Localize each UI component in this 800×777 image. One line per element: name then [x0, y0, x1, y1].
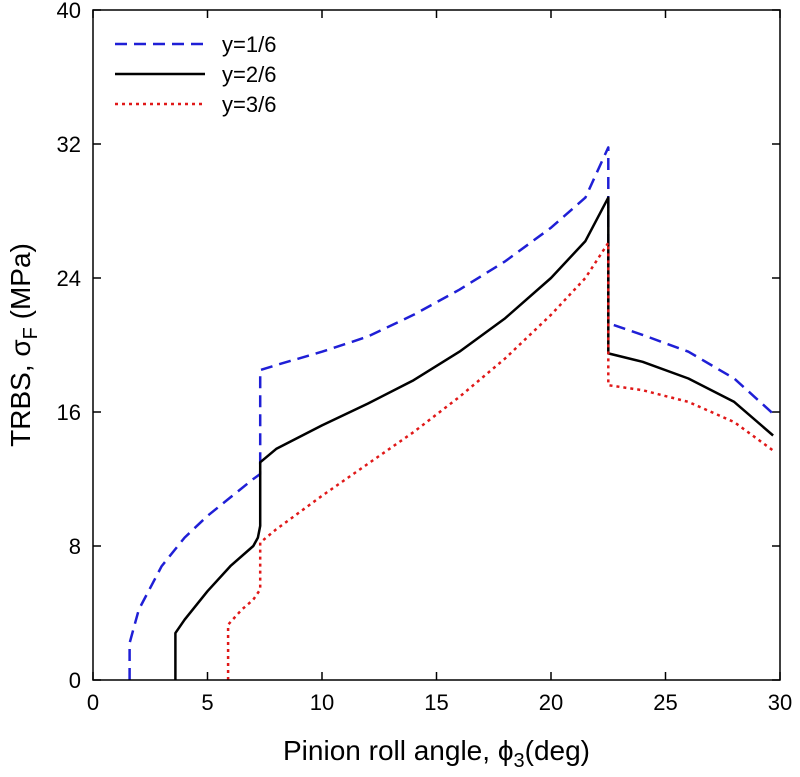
- x-tick-label: 20: [539, 690, 563, 715]
- x-tick-label: 10: [310, 690, 334, 715]
- x-tick-label: 15: [424, 690, 448, 715]
- y-tick-label: 32: [57, 132, 81, 157]
- y-axis-title-prefix: TRBS,: [5, 357, 36, 447]
- series-line-3-of-6: [226, 241, 774, 680]
- x-axis-title-suffix: (deg): [525, 735, 590, 766]
- legend-label-y16: y=1/6: [222, 32, 276, 57]
- y-axis-title-subscript: F: [20, 327, 42, 339]
- plot-frame: [92, 9, 781, 681]
- y-tick-label: 0: [69, 668, 81, 693]
- legend-label-y26: y=2/6: [222, 62, 276, 87]
- x-axis-title-subscript: 3: [514, 750, 525, 772]
- series-line-1-of-6: [128, 146, 774, 680]
- x-axis-title-prefix: Pinion roll angle,: [283, 735, 498, 766]
- y-axis-title: TRBS, σF (MPa): [5, 243, 42, 447]
- series-lines: [128, 146, 774, 680]
- series-line-2-of-6: [174, 196, 774, 680]
- x-tick-label: 0: [87, 690, 99, 715]
- x-axis-title: Pinion roll angle, ϕ3(deg): [283, 735, 590, 772]
- x-tick-label: 30: [768, 690, 792, 715]
- y-tick-label: 40: [57, 0, 81, 23]
- y-axis-title-symbol: σ: [5, 339, 36, 356]
- x-axis-title-symbol: ϕ: [498, 735, 514, 766]
- y-tick-label: 8: [69, 534, 81, 559]
- y-tick-label: 24: [57, 266, 81, 291]
- legend: y=1/6 y=2/6 y=3/6: [115, 32, 276, 117]
- y-tick-label: 16: [57, 400, 81, 425]
- tick-labels: 0 5 10 15 20 25 30 0 8 16 24 32 40: [57, 0, 793, 715]
- x-tick-label: 5: [201, 690, 213, 715]
- axis-ticks: [92, 9, 781, 681]
- legend-label-y36: y=3/6: [222, 92, 276, 117]
- y-axis-title-suffix: (MPa): [5, 243, 36, 327]
- x-tick-label: 25: [653, 690, 677, 715]
